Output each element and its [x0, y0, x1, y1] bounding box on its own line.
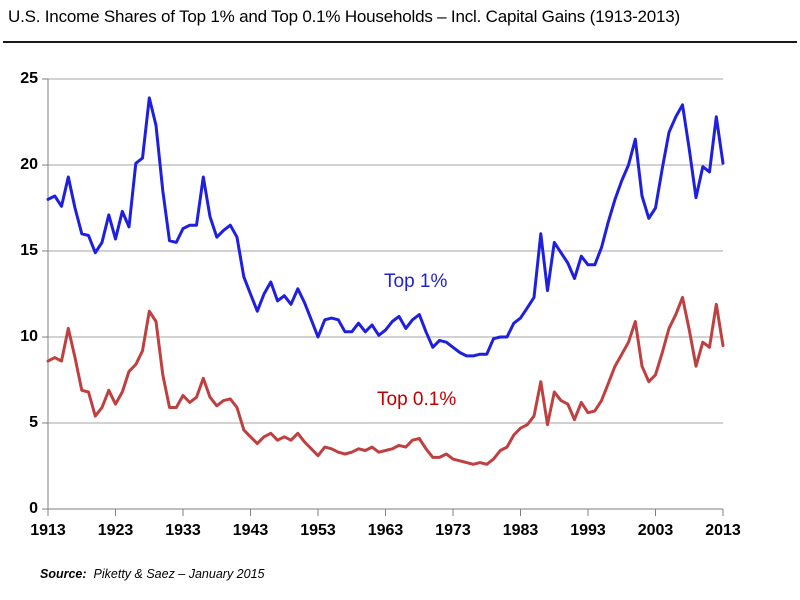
- x-axis-label-2013: 2013: [705, 522, 741, 539]
- source-note: Source: Piketty & Saez – January 2015: [40, 567, 264, 581]
- y-axis-label-10: 10: [20, 328, 38, 345]
- x-axis-label-1923: 1923: [97, 522, 134, 539]
- x-axis-label-2003: 2003: [637, 522, 674, 539]
- y-axis-label-20: 20: [20, 156, 38, 173]
- y-axis-label-25: 25: [20, 70, 38, 87]
- x-axis-label-1913: 1913: [30, 522, 66, 539]
- x-axis-label-1993: 1993: [570, 522, 606, 539]
- source-text: Piketty & Saez – January 2015: [93, 567, 265, 581]
- chart-title: U.S. Income Shares of Top 1% and Top 0.1…: [8, 7, 681, 26]
- x-axis-label-1983: 1983: [502, 522, 539, 539]
- y-axis-label-5: 5: [29, 414, 38, 431]
- line-series-top-1-: [46, 96, 725, 358]
- source-label: Source:: [40, 567, 87, 581]
- title-divider: [3, 41, 797, 43]
- x-axis-label-1973: 1973: [435, 522, 471, 539]
- line-series-top-0-1-: [46, 295, 725, 466]
- y-axis-label-0: 0: [29, 500, 38, 517]
- x-axis-label-1943: 1943: [232, 522, 269, 539]
- y-axis-label-15: 15: [20, 242, 38, 259]
- x-axis-label-1933: 1933: [165, 522, 201, 539]
- series-label-top-0.1-percent: Top 0.1%: [377, 389, 457, 410]
- series-label-top-1-percent: Top 1%: [384, 271, 448, 292]
- x-axis-label-1963: 1963: [367, 522, 404, 539]
- x-axis-label-1953: 1953: [300, 522, 336, 539]
